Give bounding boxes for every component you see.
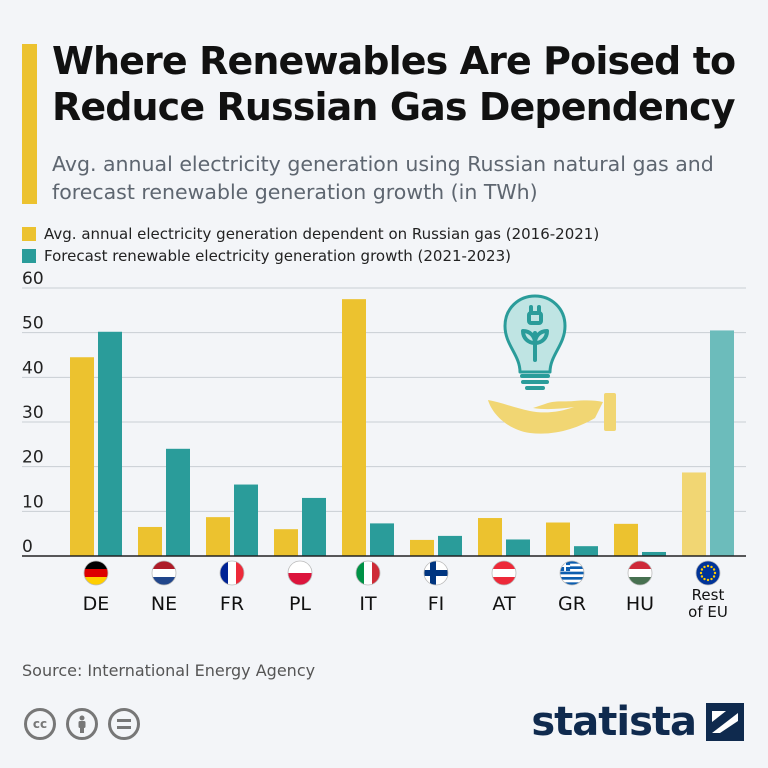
flag-outline bbox=[491, 560, 517, 586]
legend-item-gas: Avg. annual electricity generation depen… bbox=[22, 223, 762, 245]
accent-bar bbox=[22, 44, 37, 204]
legend-item-renewable: Forecast renewable electricity generatio… bbox=[22, 245, 762, 267]
no-derivatives-icon[interactable] bbox=[108, 708, 140, 740]
legend-label-renewable: Forecast renewable electricity generatio… bbox=[44, 247, 511, 265]
hand-icon bbox=[488, 393, 616, 434]
y-tick-label: 60 bbox=[22, 270, 44, 289]
bar-renewable-gr bbox=[574, 546, 598, 556]
flag-outline bbox=[355, 560, 381, 586]
y-tick-label: 40 bbox=[22, 358, 44, 378]
legend-swatch-renewable bbox=[22, 249, 36, 263]
flag-hungary-icon bbox=[628, 561, 652, 585]
bar-gas-at bbox=[478, 518, 502, 556]
bar-renewable-de bbox=[98, 331, 122, 556]
bar-gas-it bbox=[342, 299, 366, 556]
bar-gas-fr bbox=[206, 517, 230, 556]
flag-poland-icon bbox=[288, 561, 312, 585]
lightbulb-hand-illustration bbox=[488, 294, 616, 434]
bar-gas-de bbox=[70, 357, 94, 556]
bar-gas-fi bbox=[410, 539, 434, 556]
attribution-icon[interactable] bbox=[66, 708, 98, 740]
x-tick-label: FI bbox=[428, 593, 445, 615]
flag-greece-icon bbox=[560, 561, 584, 585]
flag-outline bbox=[83, 560, 109, 586]
flag-outline bbox=[219, 560, 245, 586]
y-tick-label: 0 bbox=[22, 537, 33, 557]
flag-outline bbox=[287, 560, 313, 586]
x-tick-label: AT bbox=[492, 593, 516, 615]
legend-label-gas: Avg. annual electricity generation depen… bbox=[44, 225, 600, 243]
bar-renewable-fi bbox=[438, 535, 462, 556]
flag-outline bbox=[559, 560, 585, 586]
legend: Avg. annual electricity generation depen… bbox=[22, 223, 762, 267]
y-tick-label: 10 bbox=[22, 492, 44, 512]
bar-chart: 0 10 20 30 40 50 60 DE NE FR PL IT FI AT GR HU Rest of E… bbox=[22, 270, 746, 621]
bar-gas-pl bbox=[274, 529, 298, 556]
bar-renewable-at bbox=[506, 539, 530, 556]
y-tick-label: 20 bbox=[22, 448, 44, 468]
x-tick-label: PL bbox=[289, 593, 311, 615]
brand-wordmark: statista bbox=[531, 699, 697, 745]
bar-renewable-fr bbox=[234, 484, 258, 556]
bar-renewable-pl bbox=[302, 497, 326, 556]
x-tick-label: HU bbox=[626, 593, 654, 615]
bar-renewable-rest-of-eu bbox=[710, 330, 734, 556]
license-icons: cc bbox=[24, 708, 140, 740]
x-tick-label: NE bbox=[151, 593, 177, 615]
chart-subtitle: Avg. annual electricity generation using… bbox=[52, 152, 714, 204]
y-tick-label: 30 bbox=[22, 403, 44, 423]
flag-austria-icon bbox=[492, 561, 516, 585]
bar-gas-gr bbox=[546, 522, 570, 556]
x-tick-label: FR bbox=[220, 593, 244, 615]
flag-germany-icon bbox=[84, 561, 108, 585]
flag-eu-icon bbox=[696, 561, 720, 585]
x-tick-label: GR bbox=[558, 593, 586, 615]
source-note: Source: International Energy Agency bbox=[22, 661, 316, 680]
flag-outline bbox=[695, 560, 721, 586]
creative-commons-icon[interactable]: cc bbox=[24, 708, 56, 740]
flag-outline bbox=[423, 560, 449, 586]
flag-finland-icon bbox=[424, 561, 448, 585]
flag-outline bbox=[151, 560, 177, 586]
bar-gas-rest-of-eu bbox=[682, 472, 706, 556]
chart-title: Where Renewables Are Poised to Reduce Ru… bbox=[52, 39, 736, 129]
statista-logo[interactable]: statista bbox=[531, 702, 744, 742]
bar-renewable-ne bbox=[166, 448, 190, 556]
legend-swatch-gas bbox=[22, 227, 36, 241]
x-tick-label: DE bbox=[83, 593, 110, 615]
bar-gas-hu bbox=[614, 523, 638, 556]
flag-netherlands-icon bbox=[152, 561, 176, 585]
lightbulb-icon bbox=[503, 294, 567, 390]
statista-logo-icon bbox=[706, 703, 744, 741]
x-tick-label: Rest of EU bbox=[688, 586, 728, 621]
flag-france-icon bbox=[220, 561, 244, 585]
flag-italy-icon bbox=[356, 561, 380, 585]
bar-gas-ne bbox=[138, 526, 162, 556]
bar-renewable-it bbox=[370, 523, 394, 556]
x-tick-label: IT bbox=[359, 593, 377, 615]
flag-outline bbox=[627, 560, 653, 586]
y-tick-label: 50 bbox=[22, 314, 44, 334]
bar-renewable-hu bbox=[642, 551, 666, 556]
